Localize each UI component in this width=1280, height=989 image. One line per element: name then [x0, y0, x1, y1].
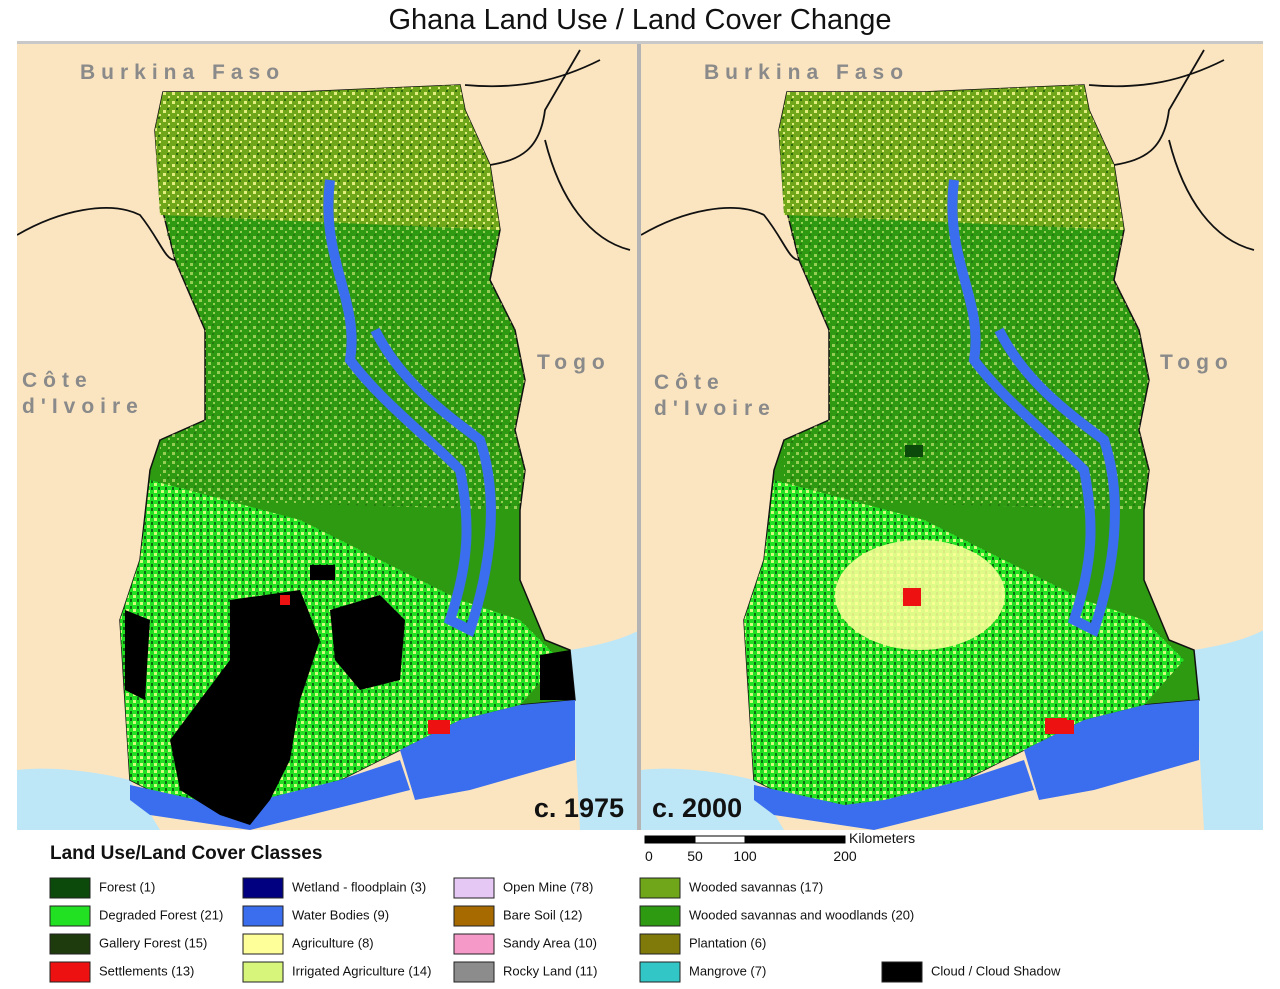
- legend-swatch: [49, 933, 91, 955]
- legend-swatch: [242, 905, 284, 927]
- legend-label: Irrigated Agriculture (14): [292, 963, 431, 978]
- legend-label: Open Mine (78): [503, 879, 593, 894]
- country-label: Côte: [22, 369, 93, 392]
- map-panel-1975: [17, 44, 637, 830]
- legend-swatch: [639, 905, 681, 927]
- legend-swatch: [639, 877, 681, 899]
- map-panel-2000: [641, 44, 1263, 830]
- year-label: c. 2000: [652, 793, 742, 823]
- scale-segment: [744, 835, 846, 844]
- legend-swatch: [242, 961, 284, 983]
- legend-label: Mangrove (7): [689, 963, 766, 978]
- scale-segment: [694, 835, 746, 844]
- year-label: c. 1975: [534, 793, 624, 823]
- legend-swatch: [639, 933, 681, 955]
- scale-bar: 0 50 100 200 Kilometers: [644, 830, 915, 864]
- legend-swatch: [49, 961, 91, 983]
- legend-label: Plantation (6): [689, 935, 766, 950]
- legend-swatch: [242, 877, 284, 899]
- country-label: Burkina Faso: [704, 61, 909, 84]
- legend-swatch: [639, 961, 681, 983]
- legend-swatch: [453, 933, 495, 955]
- country-label: d'Ivoire: [654, 397, 776, 420]
- legend-label: Forest (1): [99, 879, 155, 894]
- legend-label: Rocky Land (11): [503, 963, 597, 978]
- legend-label: Agriculture (8): [292, 935, 374, 950]
- legend-label: Water Bodies (9): [292, 907, 389, 922]
- legend-label: Gallery Forest (15): [99, 935, 207, 950]
- scale-tick-label: 200: [833, 848, 857, 864]
- scale-tick-label: 0: [645, 848, 653, 864]
- legend-label: Wetland - floodplain (3): [292, 879, 426, 894]
- legend-label: Settlements (13): [99, 963, 194, 978]
- country-label: Burkina Faso: [80, 61, 285, 84]
- legend-label: Wooded savannas and woodlands (20): [689, 907, 914, 922]
- legend-swatch: [49, 905, 91, 927]
- map-title: Ghana Land Use / Land Cover Change: [388, 4, 891, 36]
- legend-swatch: [453, 877, 495, 899]
- legend-swatch: [242, 933, 284, 955]
- legend-label: Cloud / Cloud Shadow: [931, 963, 1061, 978]
- legend-label: Bare Soil (12): [503, 907, 582, 922]
- country-label: Togo: [1160, 351, 1234, 374]
- legend: Forest (1) Degraded Forest (21) Gallery Fo…: [49, 877, 1061, 983]
- country-label: Côte: [654, 371, 725, 394]
- legend-label: Sandy Area (10): [503, 935, 597, 950]
- country-label: Togo: [537, 351, 611, 374]
- legend-swatch: [49, 877, 91, 899]
- scale-unit: Kilometers: [849, 830, 915, 846]
- scale-segment: [644, 835, 696, 844]
- legend-label: Wooded savannas (17): [689, 879, 823, 894]
- panel-divider: [637, 44, 641, 830]
- scale-tick-label: 50: [687, 848, 703, 864]
- scale-tick-label: 100: [733, 848, 757, 864]
- legend-title: Land Use/Land Cover Classes: [50, 843, 322, 864]
- title-rule: [17, 41, 1263, 44]
- legend-swatch: [453, 961, 495, 983]
- legend-swatch: [453, 905, 495, 927]
- legend-swatch: [881, 961, 923, 983]
- legend-label: Degraded Forest (21): [99, 907, 223, 922]
- country-label: d'Ivoire: [22, 395, 144, 418]
